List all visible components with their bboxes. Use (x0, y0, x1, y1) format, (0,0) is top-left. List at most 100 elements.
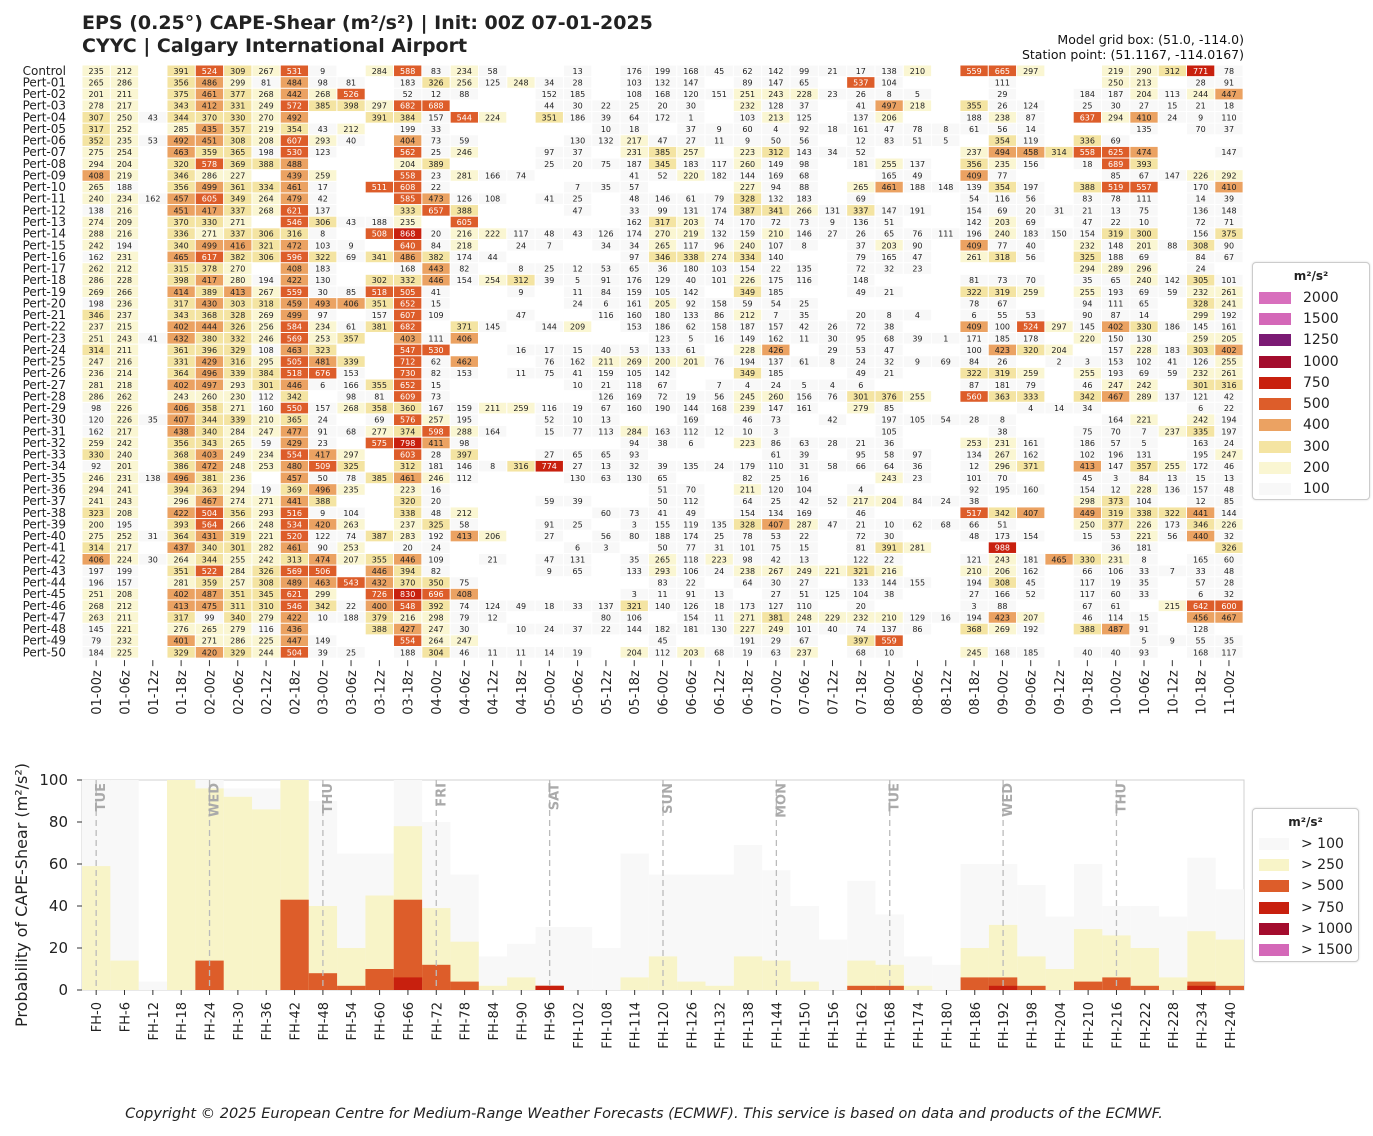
probability-legend-item: > 100 (1253, 833, 1358, 854)
svg-text:294: 294 (230, 485, 245, 494)
svg-text:120: 120 (89, 416, 104, 425)
svg-text:185: 185 (995, 334, 1010, 343)
heatmap-cell: 333 (394, 205, 422, 216)
svg-text:160: 160 (627, 404, 642, 413)
heatmap-cell: 338 (677, 251, 705, 263)
heatmap-cell: 35 (1130, 577, 1158, 588)
svg-text:267: 267 (768, 567, 783, 576)
svg-text:299: 299 (315, 590, 330, 599)
heatmap-cell: 172 (1186, 460, 1215, 472)
svg-text:76: 76 (912, 230, 922, 239)
svg-text:85: 85 (346, 288, 356, 297)
svg-text:42: 42 (799, 323, 809, 332)
heatmap-cell: 726 (365, 588, 394, 600)
heatmap-cell: 517 (960, 507, 988, 519)
svg-text:297: 297 (372, 102, 387, 111)
svg-text:48: 48 (1224, 485, 1234, 494)
svg-text:72: 72 (856, 323, 866, 332)
svg-text:398: 398 (173, 276, 188, 285)
svg-text:9: 9 (915, 358, 920, 367)
heatmap-cell: 25 (790, 298, 818, 309)
heatmap-cell: 240 (82, 193, 110, 205)
svg-text:24: 24 (856, 358, 866, 367)
heatmap-cell: 29 (818, 344, 847, 356)
heatmap-cell: 9 (309, 65, 337, 77)
heatmap-cell: 31 (705, 542, 733, 553)
svg-text:68: 68 (941, 520, 951, 529)
x-tick-label: FH-180 (940, 1002, 955, 1049)
member-label: Pert-29 (23, 401, 66, 415)
heatmap-cell: 274 (705, 251, 733, 263)
heatmap-cell: 518 (365, 286, 394, 298)
svg-text:148: 148 (938, 183, 953, 192)
svg-text:227: 227 (230, 171, 245, 180)
svg-text:57: 57 (1111, 439, 1121, 448)
heatmap-cell: 110 (1215, 112, 1243, 123)
heatmap-cell: 157 (1102, 344, 1130, 356)
svg-text:337: 337 (230, 206, 245, 215)
heatmap-cell: 520 (280, 530, 309, 542)
svg-text:293: 293 (258, 509, 273, 518)
heatmap-cell: 11 (478, 647, 507, 658)
heatmap-cell: 358 (195, 402, 224, 414)
heatmap-cell: 228 (790, 88, 818, 100)
svg-text:267: 267 (258, 288, 273, 297)
svg-text:69: 69 (1026, 218, 1036, 227)
member-label: Pert-08 (23, 157, 66, 171)
svg-text:69: 69 (856, 195, 866, 204)
heatmap-cell: 68 (790, 170, 818, 181)
svg-text:259: 259 (315, 171, 330, 180)
svg-text:56: 56 (601, 532, 611, 541)
svg-text:264: 264 (173, 555, 188, 564)
svg-text:96: 96 (714, 241, 724, 250)
heatmap-cell: 9 (535, 565, 563, 577)
heatmap-cell: 92 (790, 123, 818, 135)
heatmap-cell: 264 (252, 193, 280, 205)
svg-text:578: 578 (202, 160, 217, 169)
heatmap-cell: 275 (82, 146, 110, 158)
heatmap-cell: 341 (762, 205, 790, 216)
svg-text:382: 382 (230, 253, 245, 262)
svg-text:361: 361 (230, 183, 245, 192)
svg-text:260: 260 (768, 392, 783, 401)
heatmap-cell: 371 (450, 321, 478, 332)
heatmap-cell: 144 (535, 321, 563, 332)
svg-text:10: 10 (318, 613, 328, 622)
svg-text:214: 214 (117, 369, 132, 378)
svg-text:85: 85 (884, 404, 894, 413)
svg-text:33: 33 (1196, 567, 1206, 576)
svg-text:160: 160 (627, 311, 642, 320)
svg-text:12: 12 (1111, 485, 1121, 494)
svg-text:497: 497 (881, 102, 896, 111)
heatmap-cell: 69 (365, 414, 394, 426)
svg-text:173: 173 (1165, 520, 1180, 529)
svg-text:135: 135 (683, 462, 698, 471)
svg-text:30: 30 (318, 288, 328, 297)
heatmap-cell: 14 (1017, 123, 1045, 135)
heatmap-cell: 330 (82, 449, 110, 460)
heatmap-cell: 48 (535, 228, 563, 239)
heatmap-cell: 240 (110, 449, 139, 460)
heatmap-cell: 24 (705, 460, 733, 472)
svg-text:276: 276 (173, 625, 188, 634)
heatmap-cell: 397 (847, 635, 875, 646)
x-tick-label: FH-162 (855, 1002, 870, 1049)
svg-text:161: 161 (1023, 439, 1038, 448)
svg-text:117: 117 (1080, 579, 1095, 588)
heatmap-cell: 449 (1073, 507, 1102, 519)
heatmap-cell: 48 (422, 507, 450, 519)
svg-text:7: 7 (547, 241, 552, 250)
ensemble-heatmap: Control 235 212 391 524 309 267 531 9 284 588 83 234… (23, 64, 1243, 715)
heatmap-cell: 162 (762, 332, 790, 344)
heatmap-cell: 110 (762, 460, 790, 472)
svg-text:143: 143 (797, 148, 812, 157)
heatmap-cell: 90 (1215, 239, 1243, 251)
heatmap-cell: 201 (1130, 239, 1158, 251)
x-tick-label: FH-240 (1224, 1002, 1239, 1049)
svg-text:88: 88 (459, 90, 469, 99)
svg-text:238: 238 (995, 113, 1010, 122)
svg-text:249: 249 (258, 102, 273, 111)
svg-text:30: 30 (771, 579, 781, 588)
heatmap-cell: 55 (988, 309, 1017, 321)
heatmap-cell: 35 (139, 414, 167, 426)
